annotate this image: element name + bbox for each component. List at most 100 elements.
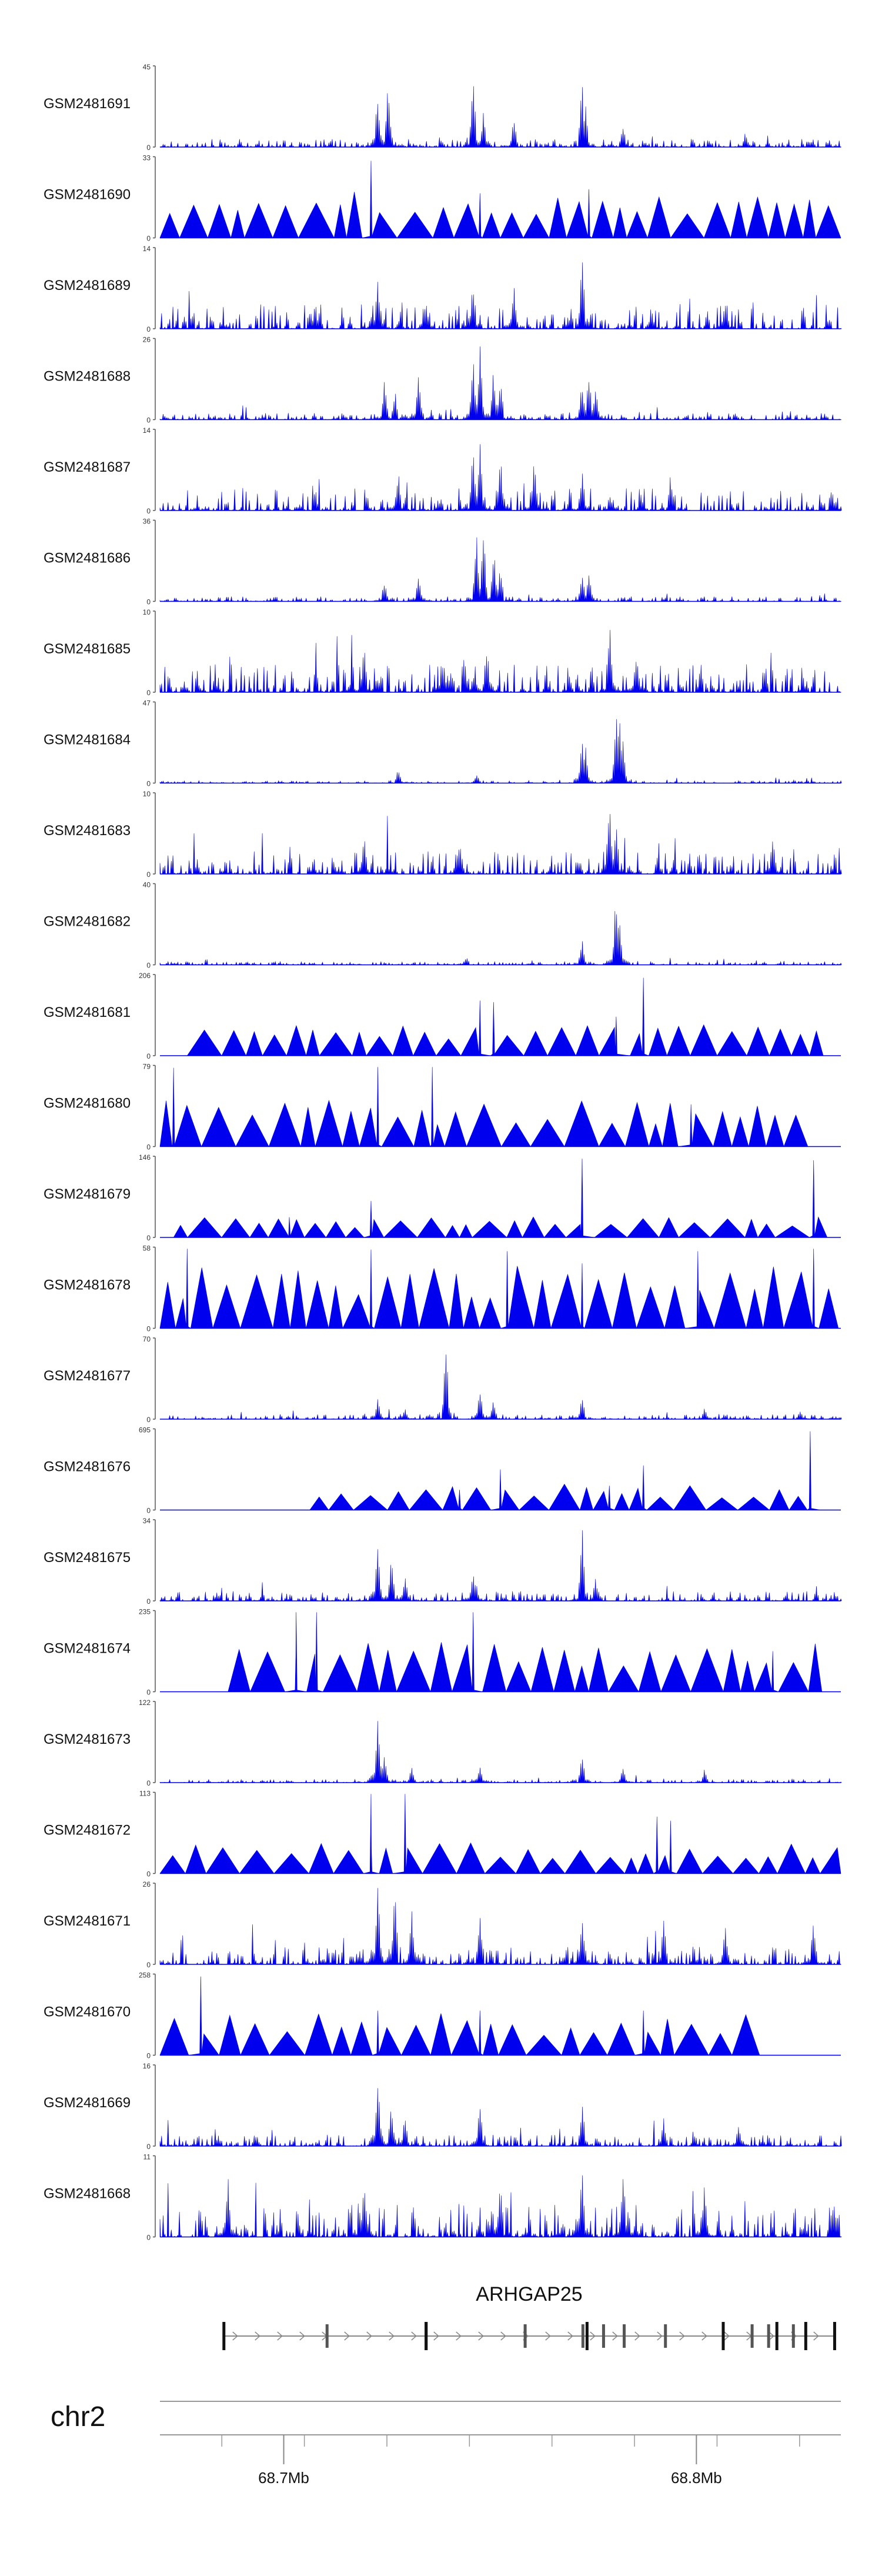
strand-chevron <box>590 2331 596 2341</box>
coverage-series <box>159 537 842 602</box>
y-axis-max-label: 14 <box>143 426 151 435</box>
y-axis-max-label: 113 <box>139 1790 151 1798</box>
axis-major-label: 68.8Mb <box>671 2469 722 2487</box>
coverage-series <box>159 814 842 875</box>
coverage-series <box>159 161 841 239</box>
gene-exon <box>664 2324 667 2348</box>
y-axis-max-label: 79 <box>143 1063 151 1071</box>
y-axis-min-label: 0 <box>146 2052 151 2060</box>
strand-chevron <box>478 2331 484 2341</box>
gene-exon <box>767 2324 770 2348</box>
track-GSM2481681: GSM2481681 206 0 <box>44 972 841 1060</box>
strand-chevron <box>344 2331 350 2341</box>
track-GSM2481684: GSM2481684 47 0 <box>44 699 842 788</box>
track-label: GSM2481678 <box>44 1277 131 1293</box>
strand-chevron <box>567 2331 573 2341</box>
gene-name-label: ARHGAP25 <box>476 2283 582 2305</box>
coverage-series <box>159 911 842 966</box>
chromosome-label: chr2 <box>51 2401 105 2432</box>
y-axis-max-label: 45 <box>143 63 151 71</box>
y-axis-min-label: 0 <box>146 235 151 243</box>
strand-chevron <box>500 2331 506 2341</box>
gene-exon <box>523 2324 527 2348</box>
y-axis-min-label: 0 <box>146 780 151 788</box>
coverage-series <box>159 1530 842 1602</box>
axis-ticks: 68.7Mb 68.8Mb <box>221 2435 800 2487</box>
track-GSM2481677: GSM2481677 70 0 <box>44 1335 842 1424</box>
y-axis-min-label: 0 <box>146 1234 151 1242</box>
track-label: GSM2481675 <box>44 1550 131 1566</box>
track-GSM2481687: GSM2481687 14 0 <box>44 426 842 515</box>
y-axis-min-label: 0 <box>146 416 151 425</box>
coverage-series <box>159 1354 842 1420</box>
y-axis-max-label: 146 <box>139 1153 151 1162</box>
y-axis-min-label: 0 <box>146 1779 151 1787</box>
strand-chevron <box>769 2331 774 2341</box>
y-axis-min-label: 0 <box>146 2234 151 2242</box>
gene-exon <box>721 2322 725 2350</box>
y-axis-min-label: 0 <box>146 1325 151 1333</box>
gene-exon <box>602 2324 605 2348</box>
track-GSM2481690: GSM2481690 33 0 <box>44 154 841 243</box>
gene-exon <box>425 2322 428 2350</box>
y-axis-max-label: 258 <box>139 1971 151 1980</box>
y-axis-min-label: 0 <box>146 2143 151 2151</box>
coverage-series <box>159 630 842 693</box>
gene-exon <box>775 2322 779 2350</box>
coverage-series <box>228 1612 827 1693</box>
track-label: GSM2481685 <box>44 641 131 657</box>
coverage-series <box>159 1888 842 1966</box>
y-axis-min-label: 0 <box>146 1052 151 1060</box>
strand-chevron <box>634 2331 640 2341</box>
gene-exon <box>804 2322 807 2350</box>
coverage-series <box>186 977 834 1057</box>
y-axis-min-label: 0 <box>146 962 151 970</box>
track-label: GSM2481679 <box>44 1186 131 1202</box>
track-label: GSM2481680 <box>44 1096 131 1112</box>
coverage-series <box>159 719 842 784</box>
track-label: GSM2481677 <box>44 1368 131 1384</box>
y-axis-min-label: 0 <box>146 1597 151 1606</box>
y-axis-min-label: 0 <box>146 870 151 879</box>
strand-chevron <box>255 2331 260 2341</box>
track-label: GSM2481672 <box>44 1823 131 1838</box>
y-axis-max-label: 11 <box>143 2153 151 2161</box>
coverage-series <box>159 444 842 512</box>
strand-chevron <box>433 2331 439 2341</box>
track-GSM2481668: GSM2481668 11 0 <box>44 2153 843 2242</box>
track-label: GSM2481684 <box>44 732 131 748</box>
track-GSM2481669: GSM2481669 16 0 <box>44 2062 842 2151</box>
coverage-tracks: GSM2481691450GSM2481690330GSM2481689140G… <box>44 63 843 2242</box>
strand-chevron <box>679 2331 685 2341</box>
track-label: GSM2481687 <box>44 459 131 475</box>
track-GSM2481689: GSM2481689 14 0 <box>44 245 843 333</box>
y-axis-min-label: 0 <box>146 1689 151 1697</box>
y-axis-min-label: 0 <box>146 325 151 333</box>
track-label: GSM2481669 <box>44 2095 131 2111</box>
y-axis-max-label: 16 <box>143 2062 151 2070</box>
track-GSM2481673: GSM2481673 122 0 <box>44 1699 842 1787</box>
strand-chevron <box>299 2331 305 2341</box>
track-label: GSM2481668 <box>44 2186 131 2202</box>
y-axis-max-label: 26 <box>143 1880 151 1888</box>
coverage-series <box>159 2175 843 2238</box>
track-GSM2481682: GSM2481682 40 0 <box>44 881 842 970</box>
strand-chevron <box>701 2331 707 2341</box>
strand-chevron <box>657 2331 663 2341</box>
y-axis-max-label: 33 <box>143 154 151 162</box>
strand-chevron <box>277 2331 283 2341</box>
gene-exons <box>222 2322 836 2350</box>
y-axis-min-label: 0 <box>146 689 151 697</box>
y-axis-min-label: 0 <box>146 598 151 606</box>
y-axis-max-label: 70 <box>143 1335 151 1343</box>
gene-strand-chevrons <box>232 2331 819 2341</box>
coverage-series <box>159 262 843 330</box>
axis-major-label: 68.7Mb <box>258 2469 309 2487</box>
strand-chevron <box>411 2331 417 2341</box>
track-GSM2481679: GSM2481679 146 0 <box>44 1153 841 1242</box>
track-label: GSM2481691 <box>44 96 131 112</box>
y-axis-min-label: 0 <box>146 507 151 515</box>
coverage-series <box>309 1431 821 1511</box>
track-GSM2481691: GSM2481691 45 0 <box>44 63 842 152</box>
